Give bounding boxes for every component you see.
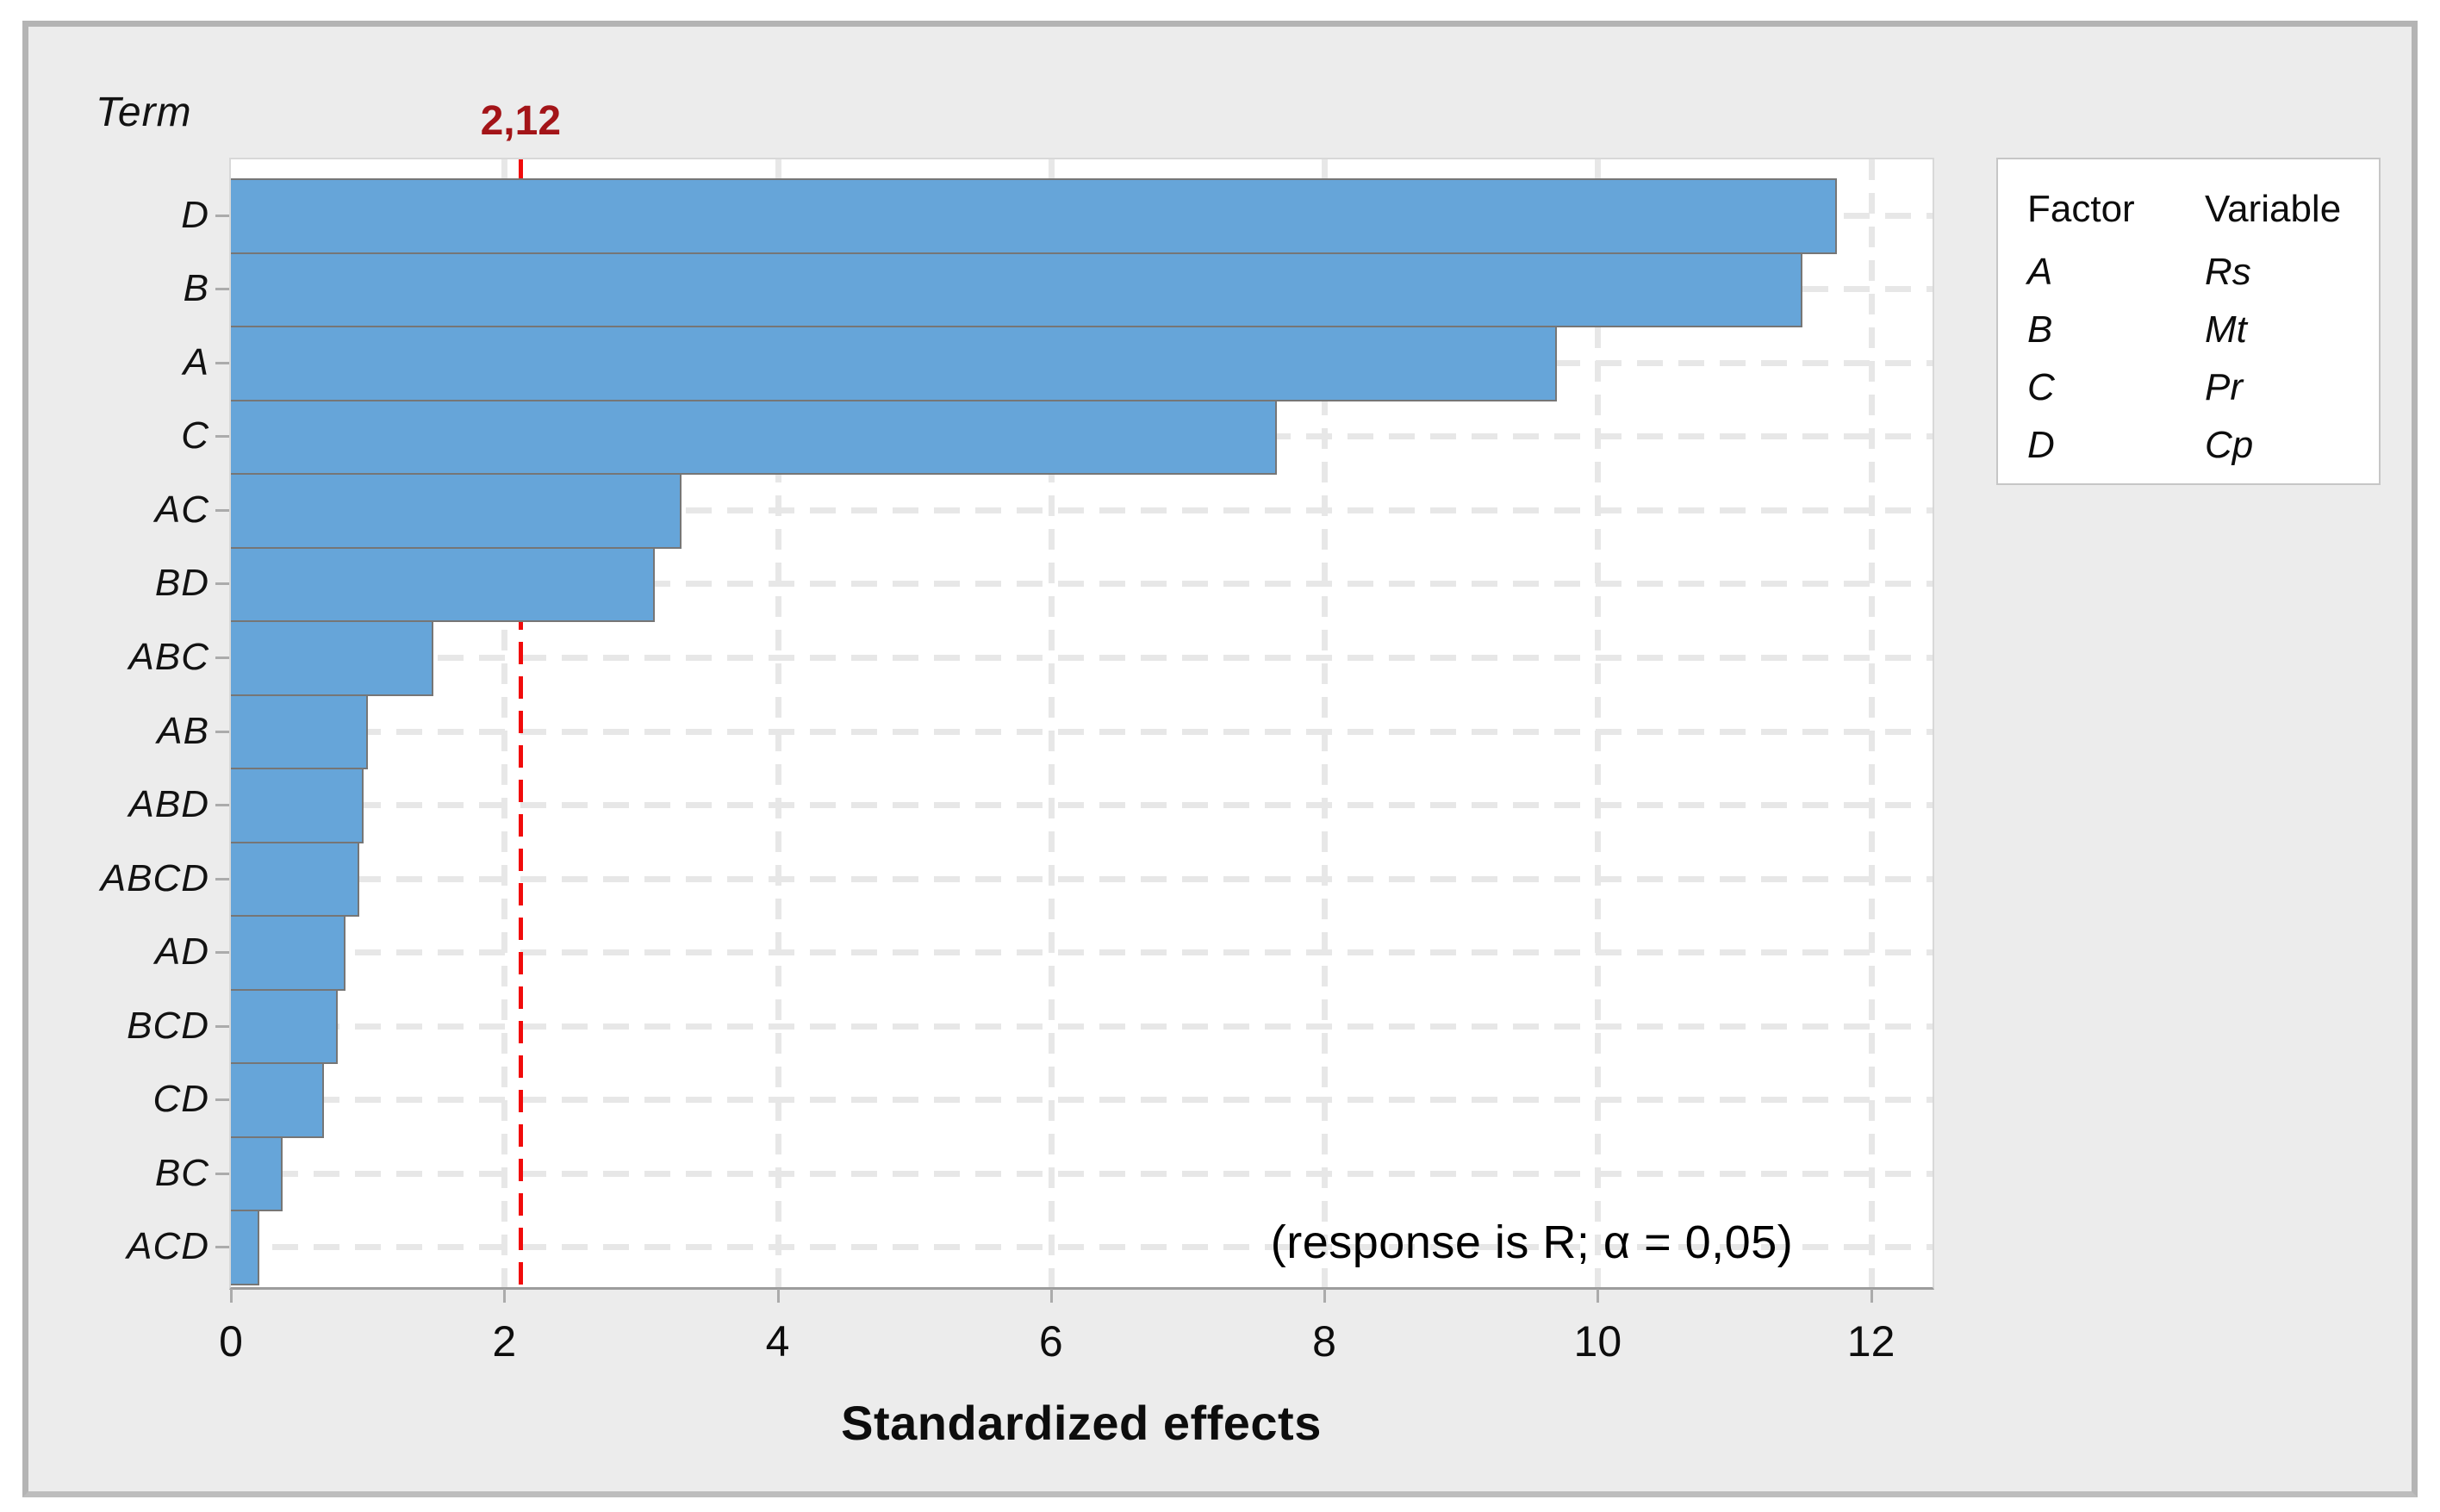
x-tick-mark <box>1597 1289 1600 1303</box>
y-category-label: AB <box>157 709 209 752</box>
y-tick-mark <box>215 656 229 659</box>
y-tick-mark <box>215 730 229 733</box>
legend-variable: Mt <box>2205 308 2247 351</box>
legend-box: Factor Variable A Rs B Mt C Pr D Cp <box>1996 158 2381 485</box>
y-category-label: ABCD <box>100 856 209 899</box>
legend-table: Factor Variable A Rs B Mt C Pr D Cp <box>2027 180 2379 474</box>
bar-D <box>231 178 1837 254</box>
legend-header-factor: Factor <box>2027 188 2135 230</box>
gridline-horizontal <box>231 802 1933 809</box>
y-category-label: AD <box>154 930 209 974</box>
gridline-horizontal <box>231 1244 1933 1251</box>
gridline-horizontal <box>231 875 1933 882</box>
y-tick-mark <box>215 1246 229 1249</box>
legend-factor: C <box>2027 366 2055 408</box>
x-tick-label: 10 <box>1573 1317 1622 1366</box>
y-axis-title: Term <box>96 90 192 135</box>
x-tick-mark <box>230 1289 233 1303</box>
y-tick-mark <box>215 288 229 291</box>
gridline-horizontal <box>231 507 1933 513</box>
gridline-horizontal <box>231 1170 1933 1177</box>
bar-ABC <box>231 620 433 696</box>
reference-line <box>519 159 524 1287</box>
y-category-label: BCD <box>127 1004 209 1047</box>
y-tick-mark <box>215 877 229 880</box>
y-category-label: ACD <box>127 1225 209 1268</box>
gridline-vertical <box>1595 159 1602 1287</box>
legend-factor: B <box>2027 308 2053 351</box>
gridline-horizontal <box>231 1023 1933 1030</box>
y-tick-mark <box>215 1098 229 1102</box>
y-category-label: CD <box>152 1078 209 1121</box>
legend-factor: D <box>2027 424 2055 466</box>
y-category-label: AC <box>154 488 209 531</box>
bar-ABCD <box>231 841 360 918</box>
x-tick-label: 4 <box>765 1317 790 1366</box>
legend-variable: Rs <box>2205 251 2251 293</box>
bar-BC <box>231 1136 283 1212</box>
reference-line-label: 2,12 <box>480 98 562 144</box>
legend-factor: A <box>2027 251 2053 293</box>
x-tick-label: 12 <box>1846 1317 1895 1366</box>
bar-B <box>231 252 1803 328</box>
legend-variable: Pr <box>2205 366 2243 408</box>
x-tick-mark <box>1870 1289 1873 1303</box>
y-category-label: BC <box>154 1151 209 1194</box>
gridline-vertical <box>1048 159 1055 1287</box>
y-tick-mark <box>215 1172 229 1175</box>
y-tick-mark <box>215 361 229 364</box>
y-category-label: B <box>183 267 209 310</box>
bar-AB <box>231 694 368 770</box>
bar-AC <box>231 473 682 549</box>
x-tick-mark <box>776 1289 780 1303</box>
gridline-vertical <box>1322 159 1329 1287</box>
x-tick-mark <box>1323 1289 1327 1303</box>
y-tick-mark <box>215 804 229 807</box>
gridline-vertical <box>501 159 508 1287</box>
x-tick-label: 8 <box>1312 1317 1336 1366</box>
plot-area: (response is R; α = 0,05) <box>229 158 1934 1290</box>
legend-header-variable: Variable <box>2205 188 2342 230</box>
gridline-horizontal <box>231 654 1933 661</box>
legend-variable: Cp <box>2205 424 2254 466</box>
y-category-label: BD <box>154 562 209 605</box>
x-tick-label: 2 <box>492 1317 517 1366</box>
gridline-horizontal <box>231 949 1933 956</box>
gridline-horizontal <box>231 581 1933 588</box>
x-tick-mark <box>1049 1289 1053 1303</box>
y-category-label: C <box>181 414 209 457</box>
annotation: (response is R; α = 0,05) <box>1270 1216 1794 1268</box>
bar-ABD <box>231 768 364 843</box>
bar-A <box>231 326 1557 401</box>
y-tick-mark <box>215 214 229 217</box>
bar-CD <box>231 1062 324 1138</box>
x-axis-title: Standardized effects <box>841 1396 1322 1450</box>
x-tick-label: 0 <box>219 1317 243 1366</box>
gridline-horizontal <box>231 1097 1933 1104</box>
y-tick-mark <box>215 1024 229 1028</box>
gridline-horizontal <box>231 728 1933 735</box>
x-tick-label: 6 <box>1038 1317 1063 1366</box>
bar-BCD <box>231 988 338 1065</box>
gridline-vertical <box>775 159 781 1287</box>
y-category-label: ABC <box>128 635 209 678</box>
y-category-label: ABD <box>128 783 209 826</box>
y-category-label: D <box>181 193 209 236</box>
gridline-vertical <box>1868 159 1875 1287</box>
y-tick-mark <box>215 951 229 955</box>
bar-AD <box>231 915 346 991</box>
x-tick-mark <box>503 1289 507 1303</box>
y-tick-mark <box>215 435 229 439</box>
bar-C <box>231 399 1277 476</box>
bar-ACD <box>231 1210 260 1285</box>
y-tick-mark <box>215 582 229 586</box>
bar-BD <box>231 546 655 623</box>
panel: Term 2,12 (response is R; α = 0,05) Stan… <box>22 21 2418 1497</box>
y-category-label: A <box>183 340 209 383</box>
y-tick-mark <box>215 508 229 512</box>
